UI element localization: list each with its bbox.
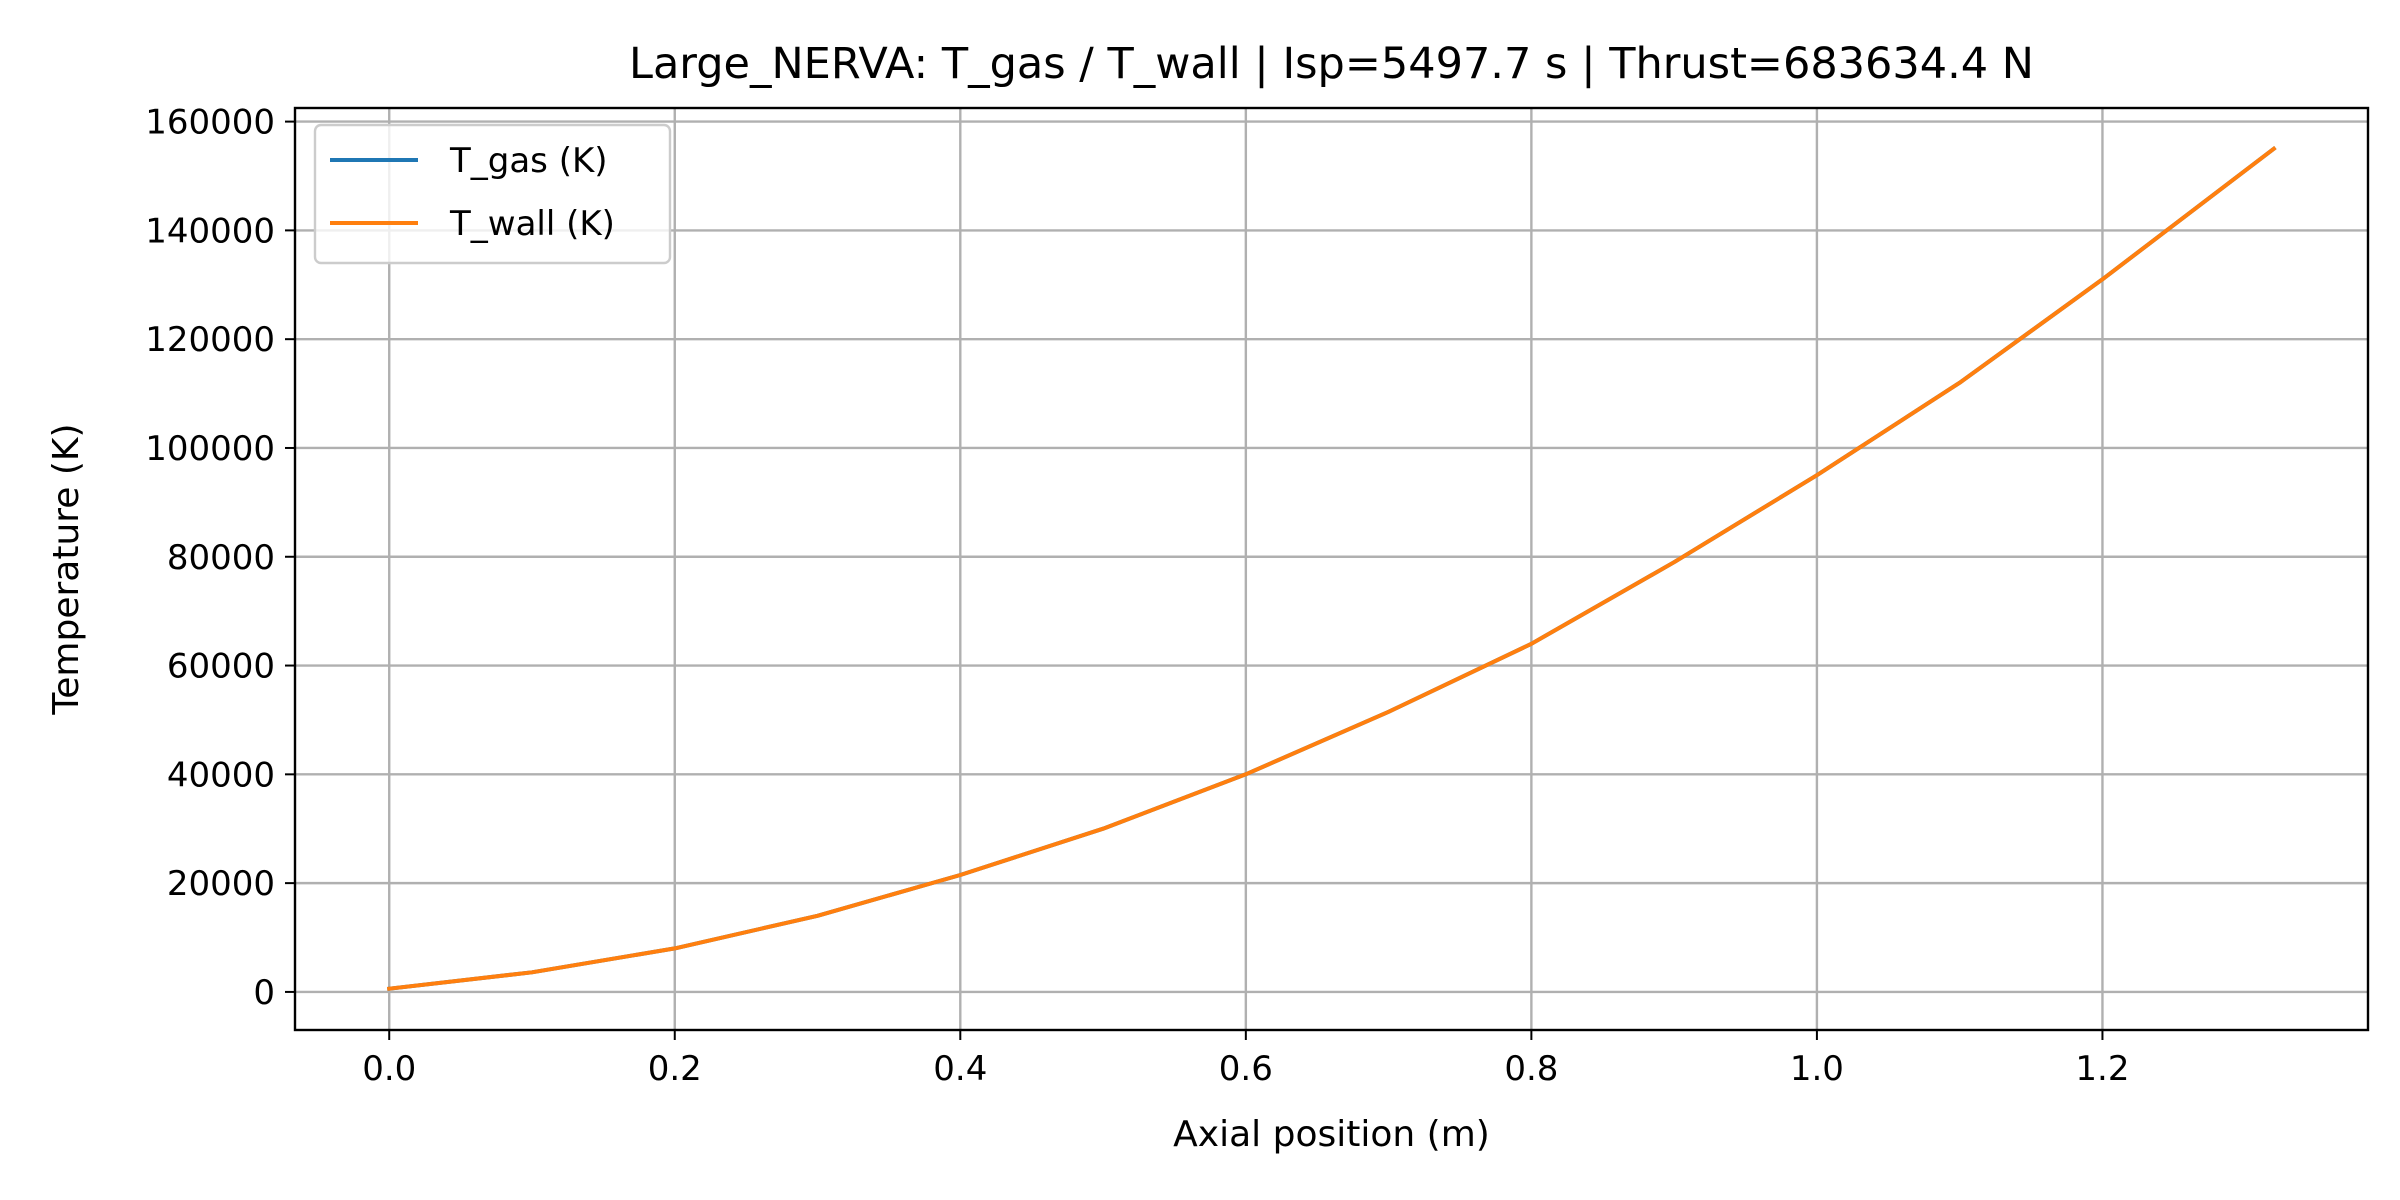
legend-label: T_wall (K)	[449, 204, 615, 244]
x-tick-label: 0.4	[933, 1049, 987, 1089]
chart-title: Large_NERVA: T_gas / T_wall | Isp=5497.7…	[629, 39, 2034, 89]
plot-frame	[293, 106, 2370, 1032]
x-tick-label: 0.0	[362, 1049, 416, 1089]
x-tick-label: 0.2	[648, 1049, 702, 1089]
y-tick-label: 60000	[167, 647, 275, 687]
y-tick-label: 40000	[167, 755, 275, 795]
x-tick-label: 1.0	[1790, 1049, 1844, 1089]
y-tick-label: 120000	[145, 320, 275, 360]
y-tick-label: 140000	[145, 211, 275, 251]
grid	[295, 108, 2368, 1030]
x-tick-label: 0.8	[1504, 1049, 1558, 1089]
x-axis: 0.0 0.2 0.4 0.6 0.8 1.0 1.2	[362, 1030, 2129, 1089]
legend-label: T_gas (K)	[449, 141, 608, 181]
y-tick-label: 100000	[145, 429, 275, 469]
y-tick-label: 0	[253, 973, 275, 1013]
x-axis-label: Axial position (m)	[1173, 1114, 1490, 1155]
x-tick-label: 0.6	[1219, 1049, 1273, 1089]
y-tick-label: 80000	[167, 538, 275, 578]
series-lines	[386, 145, 2277, 991]
y-axis-label: Temperature (K)	[46, 423, 87, 715]
legend: T_gas (K) T_wall (K)	[313, 123, 672, 265]
y-tick-label: 20000	[167, 864, 275, 904]
y-tick-label: 160000	[145, 103, 275, 143]
y-axis: 0 20000 40000 60000 80000 100000 120000 140000 1…	[145, 103, 295, 1013]
x-tick-label: 1.2	[2075, 1049, 2129, 1089]
series-line	[386, 145, 2277, 991]
